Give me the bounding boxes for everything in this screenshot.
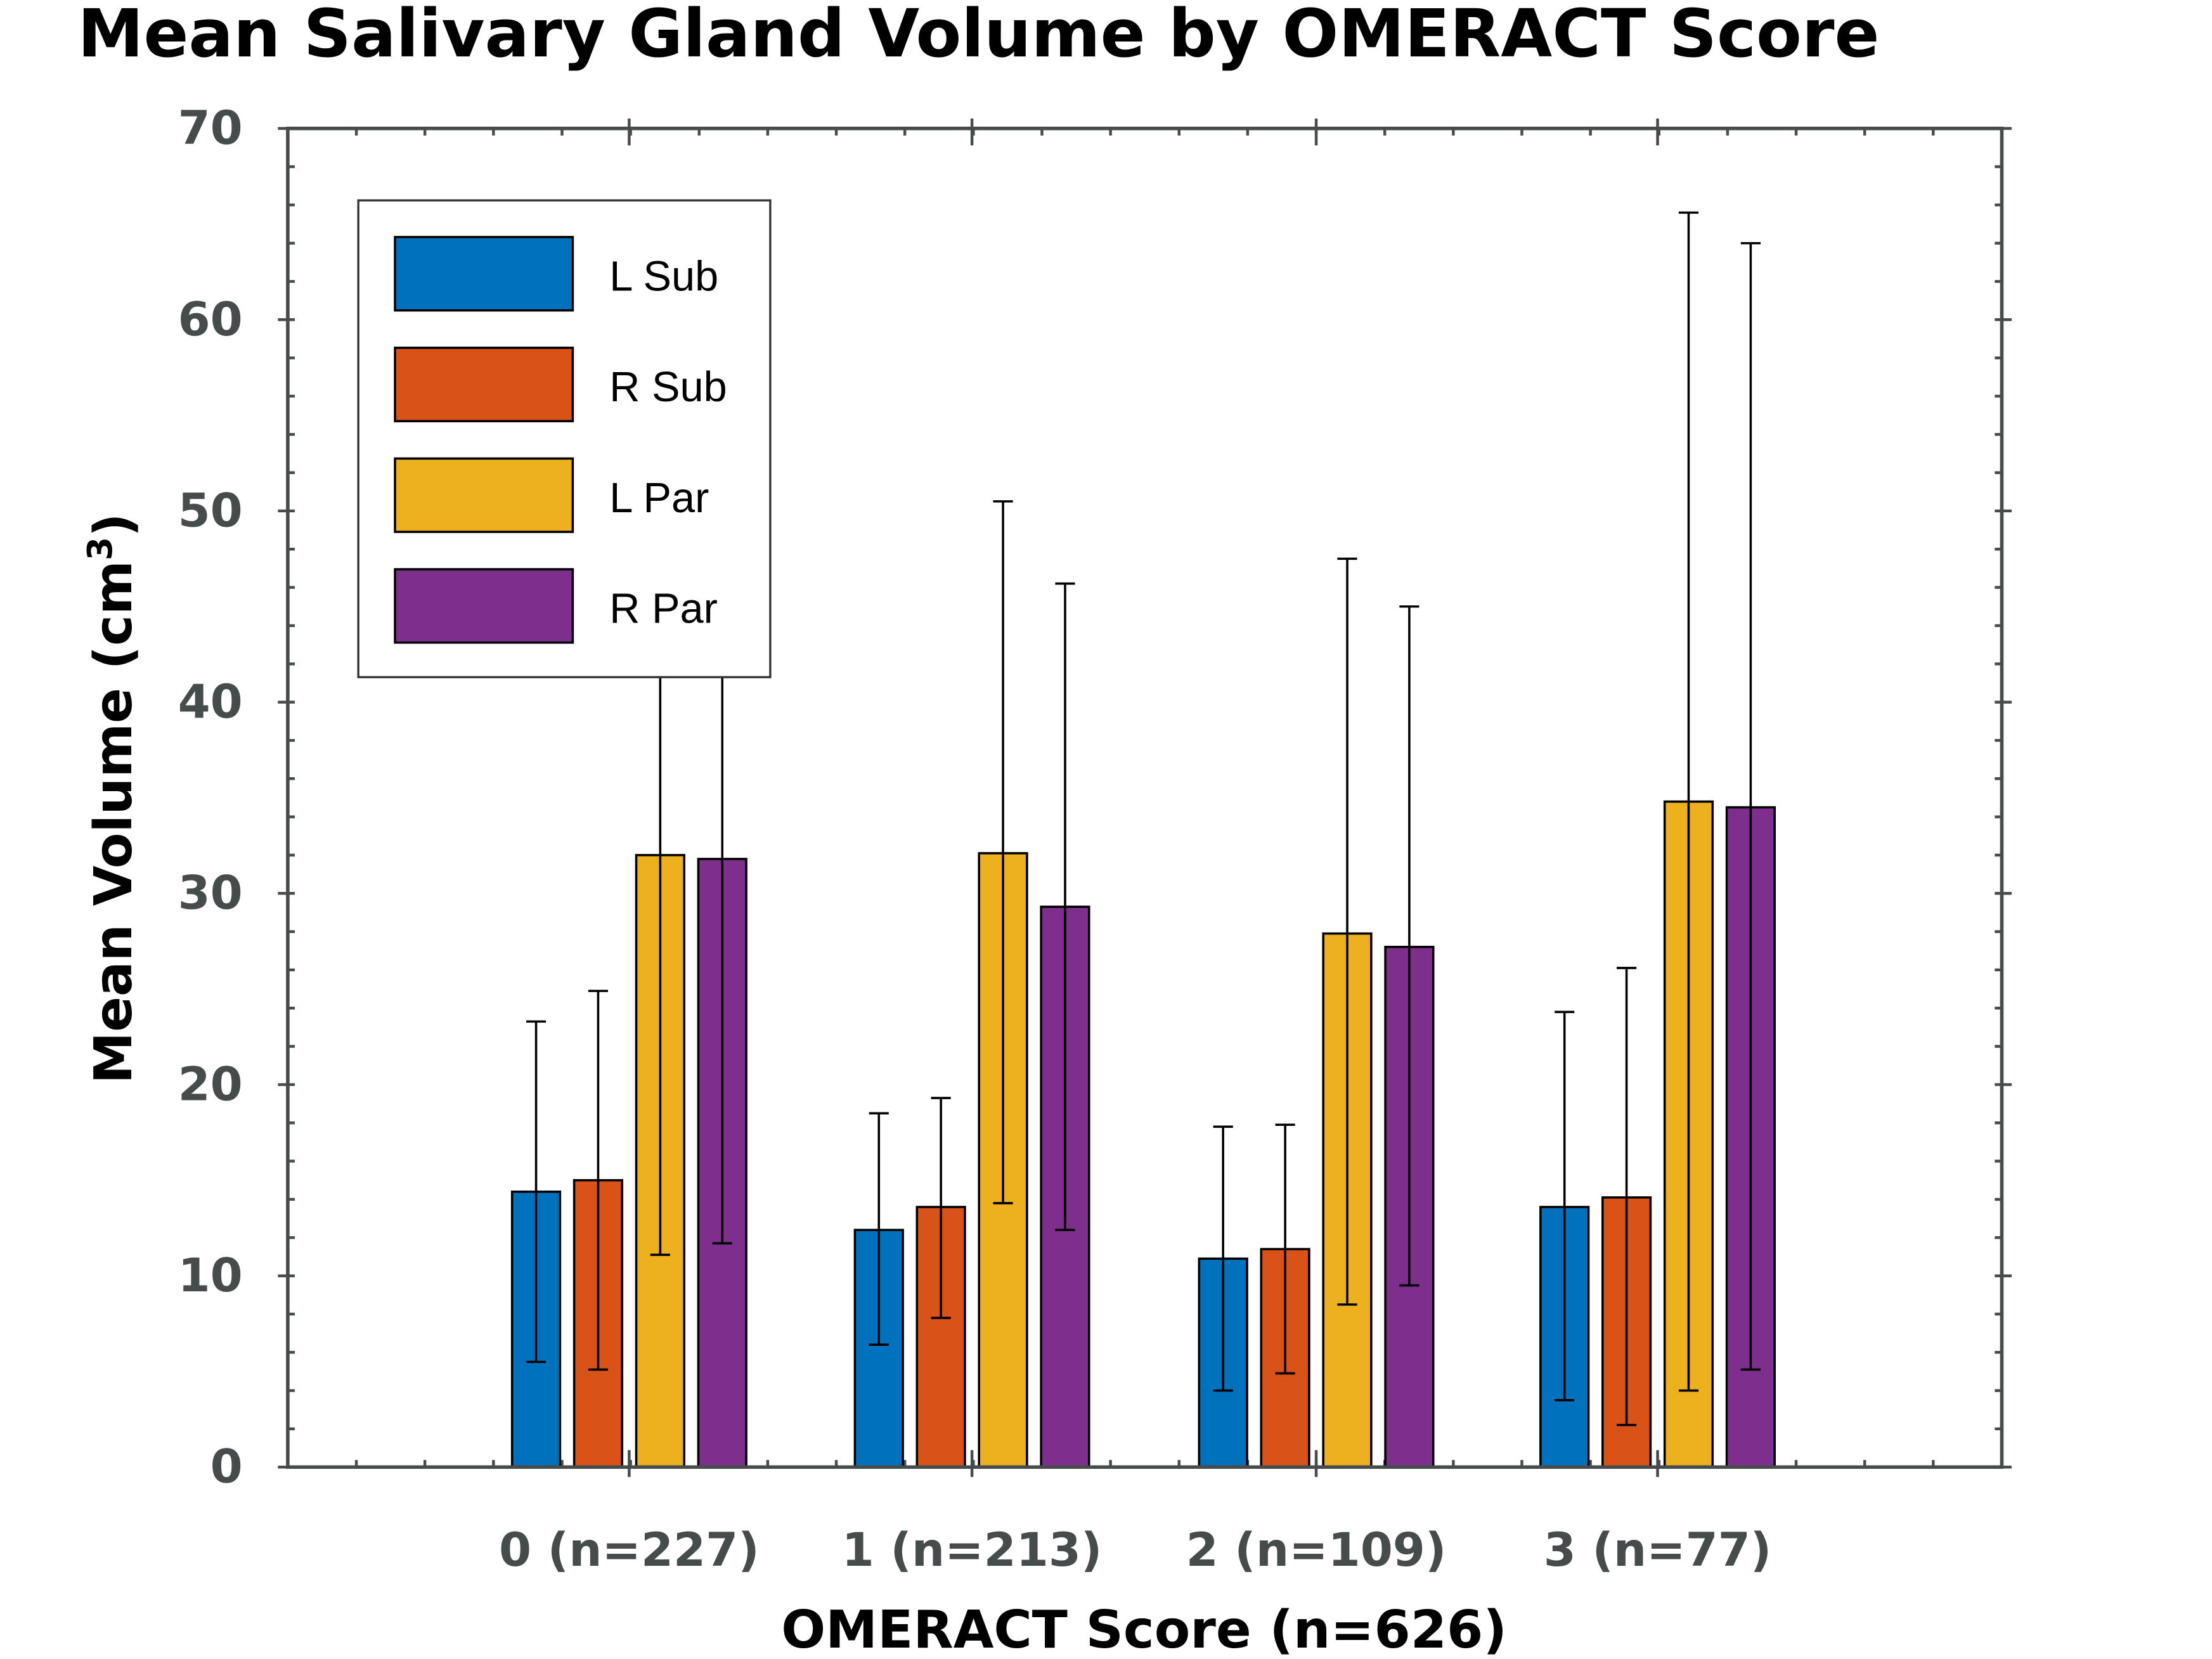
legend-swatch	[394, 346, 574, 423]
legend-label: L Sub	[609, 254, 718, 300]
y-tick-label: 0	[210, 1440, 243, 1494]
y-tick-label: 40	[178, 675, 243, 729]
y-tick-label: 60	[178, 293, 243, 347]
x-tick-label: 1 (n=213)	[842, 1523, 1103, 1577]
legend: L Sub R Sub L Par R Par	[357, 199, 772, 678]
x-tick-label: 3 (n=77)	[1544, 1523, 1772, 1577]
x-axis-label: OMERACT Score (n=626)	[781, 1600, 1507, 1659]
y-tick-label: 70	[178, 101, 243, 155]
legend-swatch	[394, 568, 574, 644]
y-tick-label: 20	[178, 1057, 243, 1111]
x-tick-label: 2 (n=109)	[1186, 1523, 1447, 1577]
x-tick-label: 0 (n=227)	[499, 1523, 760, 1577]
y-axis-label-text: Mean Volume (cm	[84, 560, 144, 1084]
plot-frame	[286, 126, 2004, 1469]
legend-label: L Par	[609, 475, 709, 522]
y-axis-label: Mean Volume (cm3)	[80, 513, 144, 1083]
legend-label: R Sub	[609, 364, 727, 411]
legend-swatch	[394, 236, 574, 312]
y-axis-label-superscript: 3	[80, 537, 120, 560]
y-tick-label: 50	[178, 484, 243, 538]
legend-swatch	[394, 457, 574, 533]
y-tick-label: 10	[178, 1249, 243, 1303]
y-axis-label-suffix: )	[84, 513, 144, 537]
chart-title: Mean Salivary Gland Volume by OMERACT Sc…	[77, 0, 1879, 72]
y-tick-label: 30	[178, 867, 243, 920]
legend-label: R Par	[609, 586, 718, 633]
